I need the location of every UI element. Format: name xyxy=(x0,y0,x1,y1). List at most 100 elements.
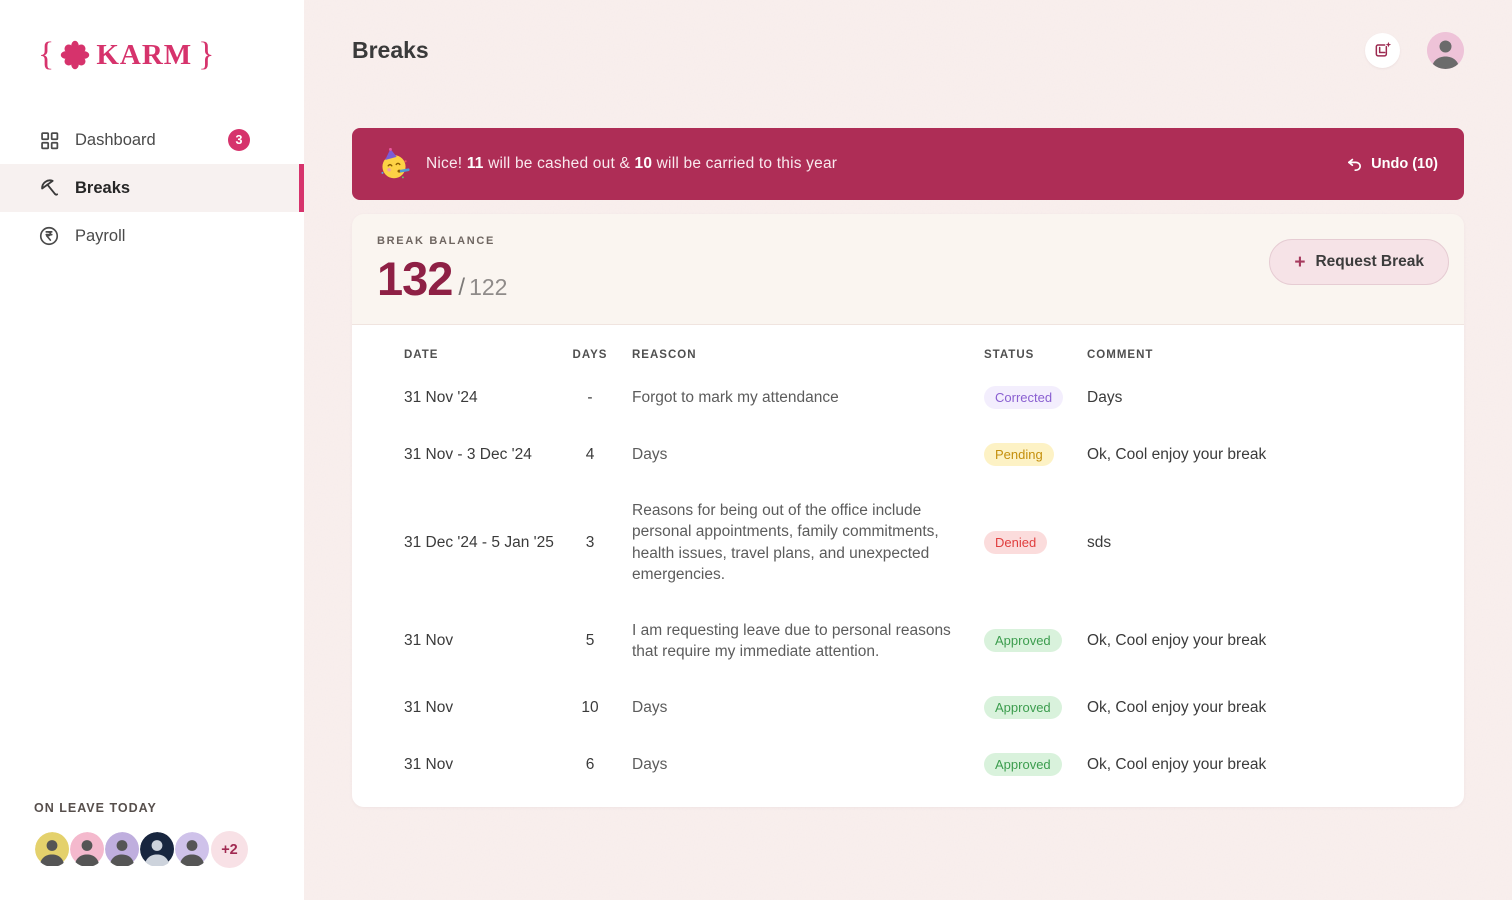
cell-comment: Days xyxy=(1087,388,1123,406)
cell-status: Corrected xyxy=(984,386,1087,409)
cell-comment: Ok, Cool enjoy your break xyxy=(1087,698,1267,716)
avatar-overflow-badge: +2 xyxy=(211,831,248,868)
status-badge: Pending xyxy=(984,443,1054,466)
cell-date: 31 Nov xyxy=(404,698,454,716)
cell-reason: Days xyxy=(632,756,668,774)
dashboard-grid-icon xyxy=(38,129,60,151)
table-row: 31 Nov '24 - Forgot to mark my attendanc… xyxy=(404,369,1412,426)
cell-date: 31 Dec '24 - 5 Jan '25 xyxy=(404,533,554,551)
sidebar-item-label: Payroll xyxy=(75,226,126,245)
cell-comment: Ok, Cool enjoy your break xyxy=(1087,755,1267,773)
cell-date: 31 Nov xyxy=(404,755,454,773)
table-body: 31 Nov '24 - Forgot to mark my attendanc… xyxy=(404,369,1412,793)
table-header: DATE DAYS REASCON STATUS COMMENT xyxy=(404,325,1412,369)
on-leave-avatars-row: +2 xyxy=(34,831,248,868)
table-row: 31 Nov 10 Days Approved Ok, Cool enjoy y… xyxy=(404,679,1412,736)
carryover-count: 10 xyxy=(634,155,653,172)
plus-icon: + xyxy=(1294,251,1306,273)
logo-brace-left: { xyxy=(38,36,55,73)
cashout-count: 11 xyxy=(466,155,484,172)
cell-date: 31 Nov xyxy=(404,631,454,649)
sidebar-item-payroll[interactable]: Payroll xyxy=(0,212,304,260)
table-row: 31 Dec '24 - 5 Jan '25 3 Reasons for bei… xyxy=(404,483,1412,603)
balance-total: 122 xyxy=(469,274,508,300)
on-leave-label: ON LEAVE TODAY xyxy=(34,801,157,815)
cell-days: - xyxy=(587,388,593,406)
on-leave-avatar xyxy=(174,831,211,868)
cell-reason: Days xyxy=(632,699,668,717)
status-badge: Approved xyxy=(984,696,1062,720)
cell-reason: I am requesting leave due to personal re… xyxy=(632,621,951,660)
party-face-emoji xyxy=(381,148,410,179)
on-leave-avatar xyxy=(69,831,106,868)
cell-days: 3 xyxy=(585,533,595,551)
cell-date: 31 Nov - 3 Dec '24 xyxy=(404,445,532,463)
status-badge: Denied xyxy=(984,531,1048,555)
balance-divider: / xyxy=(458,274,466,301)
page-title: Breaks xyxy=(352,36,429,63)
flower-logo-icon xyxy=(60,40,90,70)
cell-days: 6 xyxy=(585,755,595,773)
column-header-reason: REASCON xyxy=(632,349,697,361)
cell-reason: Days xyxy=(632,445,668,463)
table-row: 31 Nov 6 Days Approved Ok, Cool enjoy yo… xyxy=(404,736,1412,793)
rupee-icon xyxy=(38,225,60,247)
undo-label: Undo (10) xyxy=(1371,156,1438,172)
undo-icon xyxy=(1348,158,1362,171)
cell-days: 5 xyxy=(585,631,595,649)
app-logo: { KARM } xyxy=(0,0,304,72)
column-header-days: DAYS xyxy=(572,349,608,361)
table-row: 31 Nov - 3 Dec '24 4 Days Pending Ok, Co… xyxy=(404,426,1412,483)
on-leave-avatar xyxy=(139,831,176,868)
balance-label: BREAK BALANCE xyxy=(377,235,496,247)
cell-status: Approved xyxy=(984,753,1087,777)
main-content: Breaks xyxy=(304,0,1512,900)
undo-button[interactable]: Undo (10) xyxy=(1346,156,1438,173)
page-header: Breaks xyxy=(352,30,1464,70)
sidebar-item-dashboard[interactable]: Dashboard 3 xyxy=(0,116,304,164)
on-leave-avatars xyxy=(34,831,211,868)
banner-message: Nice! 11 will be cashed out & 10 will be… xyxy=(426,155,838,172)
cell-days: 4 xyxy=(585,445,595,463)
logo-text: KARM xyxy=(96,38,193,71)
sidebar-item-label: Breaks xyxy=(75,178,131,197)
request-break-button[interactable]: + Request Break xyxy=(1269,239,1449,285)
balance-value: 132 / 122 xyxy=(377,251,1440,306)
balance-header: BREAK BALANCE 132 / 122 + Request Break xyxy=(352,214,1464,325)
export-button[interactable] xyxy=(1365,32,1400,68)
sidebar: { KARM } xyxy=(0,0,304,900)
request-break-label: Request Break xyxy=(1315,253,1424,270)
column-header-date: DATE xyxy=(404,349,439,361)
umbrella-icon xyxy=(38,177,60,199)
cell-date: 31 Nov '24 xyxy=(404,388,478,406)
breaks-table: DATE DAYS REASCON STATUS COMMENT 31 Nov … xyxy=(352,325,1464,808)
cell-comment: Ok, Cool enjoy your break xyxy=(1087,631,1267,649)
on-leave-avatar xyxy=(104,831,141,868)
break-balance-card: BREAK BALANCE 132 / 122 + Request Break … xyxy=(352,214,1464,808)
cell-comment: sds xyxy=(1087,533,1112,551)
export-sparkle-icon xyxy=(1375,41,1391,57)
cell-status: Approved xyxy=(984,696,1087,720)
column-header-comment: COMMENT xyxy=(1087,349,1154,361)
cell-status: Denied xyxy=(984,531,1087,555)
sidebar-item-breaks[interactable]: Breaks xyxy=(0,164,304,212)
status-badge: Approved xyxy=(984,753,1062,777)
on-leave-avatar xyxy=(34,831,71,868)
cell-days: 10 xyxy=(581,698,599,716)
cell-status: Approved xyxy=(984,629,1087,653)
cell-reason: Reasons for being out of the office incl… xyxy=(632,502,939,584)
header-actions xyxy=(1365,31,1464,69)
logo-brace-right: } xyxy=(198,36,215,73)
balance-current: 132 xyxy=(377,252,453,305)
cell-status: Pending xyxy=(984,443,1087,466)
cell-reason: Forgot to mark my attendance xyxy=(632,388,839,406)
table-row: 31 Nov 5 I am requesting leave due to pe… xyxy=(404,603,1412,680)
status-badge: Approved xyxy=(984,629,1062,653)
status-badge: Corrected xyxy=(984,386,1064,409)
on-leave-section: ON LEAVE TODAY +2 xyxy=(34,801,248,868)
column-header-status: STATUS xyxy=(984,349,1035,361)
dashboard-badge: 3 xyxy=(228,129,250,151)
sidebar-item-label: Dashboard xyxy=(75,130,156,149)
sidebar-nav: Dashboard 3 Breaks Payroll xyxy=(0,116,304,260)
user-avatar[interactable] xyxy=(1427,31,1464,69)
